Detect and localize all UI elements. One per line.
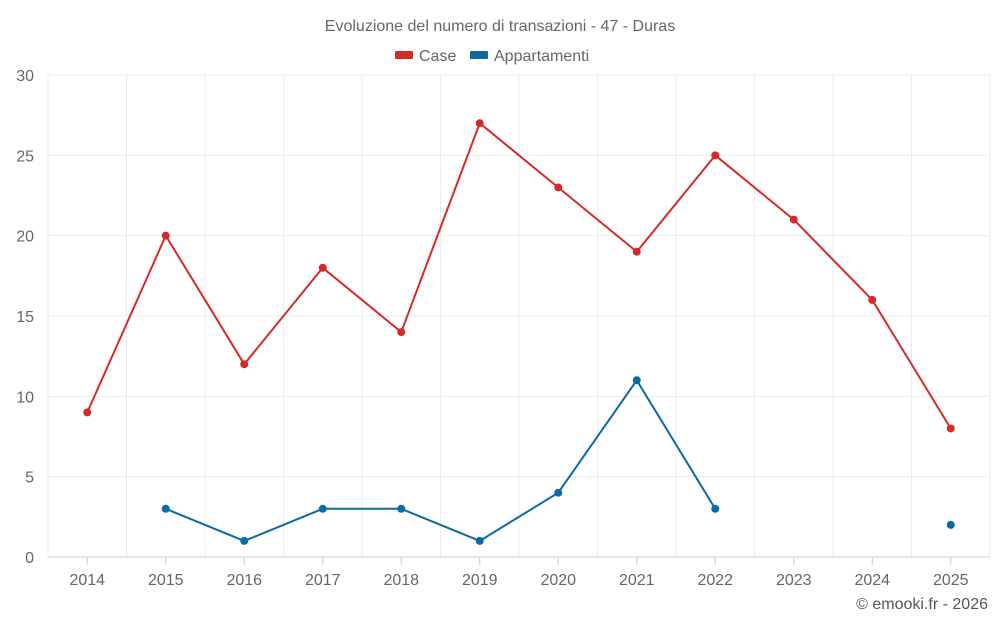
y-tick-label: 30 <box>16 68 34 85</box>
x-tick-label: 2015 <box>148 572 184 589</box>
data-point-case-2022[interactable] <box>711 151 720 160</box>
series-line-appartamenti <box>165 379 717 542</box>
x-tick-label: 2019 <box>462 572 498 589</box>
series-line-case <box>86 122 952 429</box>
x-tick-label: 2016 <box>226 572 262 589</box>
data-point-appartamenti-2018[interactable] <box>397 504 406 513</box>
x-tick-label: 2024 <box>854 572 890 589</box>
data-point-case-2020[interactable] <box>554 183 563 192</box>
x-tick-label: 2020 <box>540 572 576 589</box>
data-point-case-2023[interactable] <box>789 215 798 224</box>
chart-title: Evoluzione del numero di transazioni - 4… <box>325 18 675 35</box>
x-tick-label: 2025 <box>933 572 969 589</box>
data-point-case-2014[interactable] <box>83 408 92 417</box>
data-point-appartamenti-2019[interactable] <box>475 536 484 545</box>
data-point-case-2017[interactable] <box>318 263 327 272</box>
x-tick-label: 2021 <box>619 572 655 589</box>
data-point-appartamenti-2016[interactable] <box>240 536 249 545</box>
data-point-case-2021[interactable] <box>632 247 641 256</box>
credit-text: © emooki.fr - 2026 <box>856 596 988 613</box>
data-point-case-2019[interactable] <box>475 119 484 128</box>
data-point-appartamenti-2017[interactable] <box>318 504 327 513</box>
data-point-case-2016[interactable] <box>240 360 249 369</box>
series-case <box>83 119 955 433</box>
x-tick-label: 2023 <box>776 572 812 589</box>
series-layer <box>83 119 955 545</box>
legend-label-appartamenti[interactable]: Appartamenti <box>494 48 589 65</box>
y-tick-label: 0 <box>25 550 34 567</box>
y-tick-label: 25 <box>16 148 34 165</box>
data-point-appartamenti-2020[interactable] <box>554 488 563 497</box>
data-point-case-2024[interactable] <box>868 295 877 304</box>
data-point-case-2015[interactable] <box>161 231 170 240</box>
legend: Case Appartamenti <box>395 48 589 65</box>
y-tick-label: 10 <box>16 389 34 406</box>
data-point-appartamenti-2025[interactable] <box>946 520 955 529</box>
data-point-case-2018[interactable] <box>397 328 406 337</box>
x-tick-label: 2017 <box>305 572 341 589</box>
legend-swatch-appartamenti[interactable] <box>470 51 488 59</box>
data-point-appartamenti-2021[interactable] <box>632 376 641 385</box>
data-point-appartamenti-2015[interactable] <box>161 504 170 513</box>
series-appartamenti <box>161 376 955 545</box>
legend-swatch-case[interactable] <box>395 51 413 59</box>
y-tick-label: 15 <box>16 309 34 326</box>
grid-layer <box>47 74 991 557</box>
legend-label-case[interactable]: Case <box>419 48 456 65</box>
x-tick-label: 2018 <box>383 572 419 589</box>
x-tick-label: 2014 <box>69 572 105 589</box>
y-tick-label: 5 <box>25 470 34 487</box>
data-point-appartamenti-2022[interactable] <box>711 504 720 513</box>
x-tick-label: 2022 <box>697 572 733 589</box>
data-point-case-2025[interactable] <box>946 424 955 433</box>
y-tick-label: 20 <box>16 229 34 246</box>
